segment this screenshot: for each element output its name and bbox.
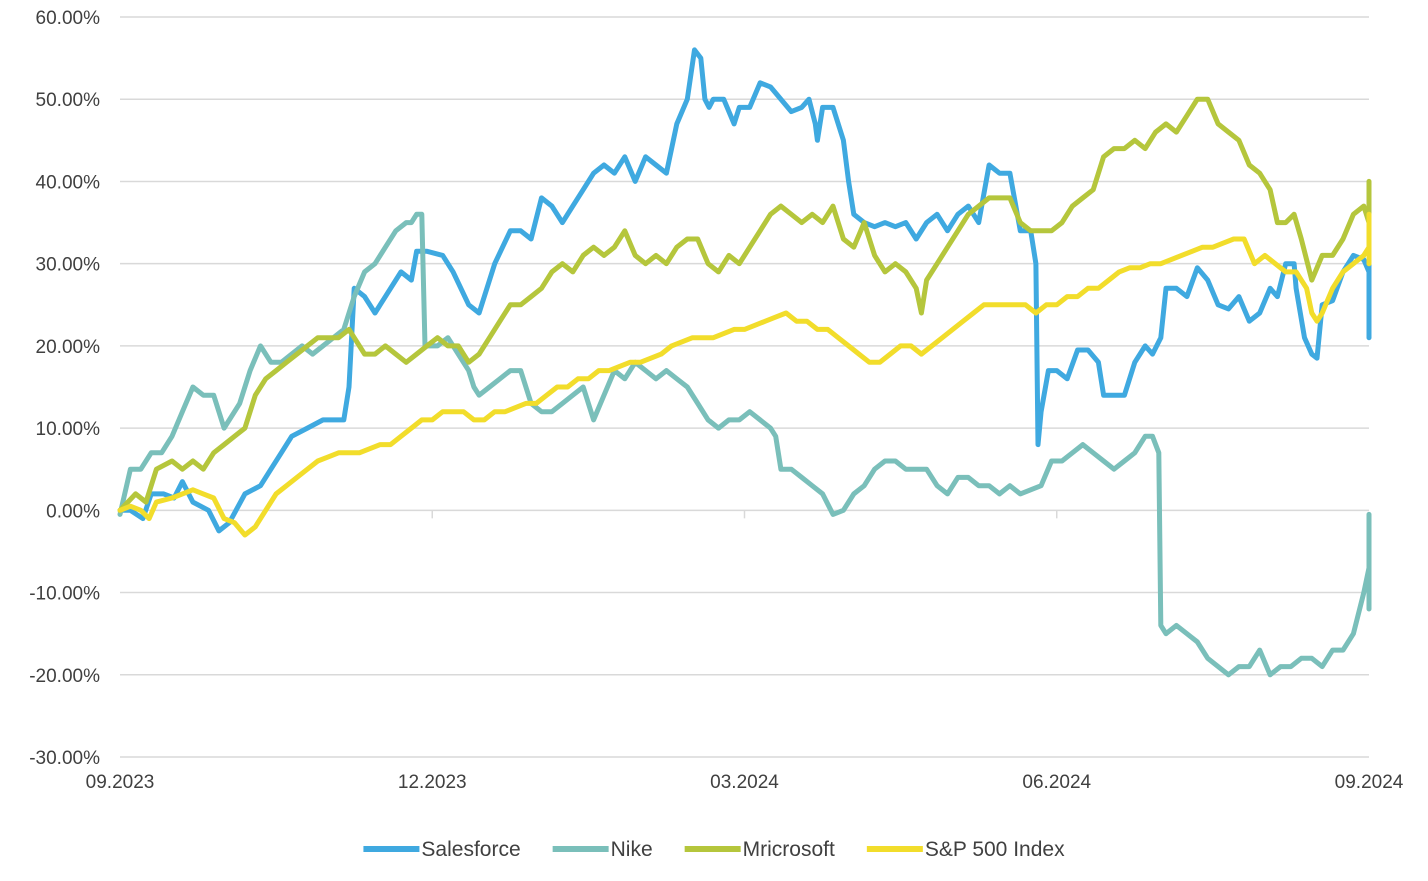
x-tick-label: 06.2024 bbox=[1022, 772, 1091, 793]
legend-label: Salesforce bbox=[421, 838, 520, 861]
axes: -30.00% -20.00% -10.00% 0.00% 10.00% 20.00% 30… bbox=[29, 8, 1404, 793]
gridlines bbox=[120, 16, 1369, 758]
y-tick-label: -30.00% bbox=[29, 748, 100, 769]
y-tick-label: 50.00% bbox=[36, 90, 101, 111]
x-tick-label: 12.2023 bbox=[398, 772, 467, 793]
series-line-nike bbox=[117, 211, 1372, 678]
y-tick-label: 10.00% bbox=[36, 419, 101, 440]
y-tick-label: -20.00% bbox=[29, 666, 100, 687]
y-tick-label: 20.00% bbox=[36, 337, 101, 358]
series-line-salesforce bbox=[117, 47, 1372, 534]
y-tick-label: 40.00% bbox=[36, 172, 101, 193]
legend-item: Nike bbox=[552, 838, 653, 861]
legend: Salesforce Nike Mricrosoft S&P 500 Index bbox=[363, 838, 1065, 861]
x-tick-label: 09.2024 bbox=[1335, 772, 1404, 793]
series-line-s-p-500-index bbox=[117, 211, 1372, 538]
x-tick-label: 03.2024 bbox=[710, 772, 779, 793]
legend-label: Mricrosoft bbox=[743, 838, 835, 861]
legend-label: Nike bbox=[611, 838, 653, 861]
y-tick-label: -10.00% bbox=[29, 584, 100, 605]
x-tick-label: 09.2023 bbox=[86, 772, 155, 793]
y-tick-label: 30.00% bbox=[36, 255, 101, 276]
series-lines bbox=[117, 47, 1372, 678]
y-tick-label: 0.00% bbox=[46, 501, 100, 522]
legend-item: S&P 500 Index bbox=[866, 838, 1065, 861]
legend-label: S&P 500 Index bbox=[925, 838, 1065, 861]
legend-item: Salesforce bbox=[363, 838, 521, 861]
y-tick-label: 60.00% bbox=[36, 8, 101, 29]
series-line-mricrosoft bbox=[117, 96, 1372, 513]
legend-item: Mricrosoft bbox=[684, 838, 835, 861]
